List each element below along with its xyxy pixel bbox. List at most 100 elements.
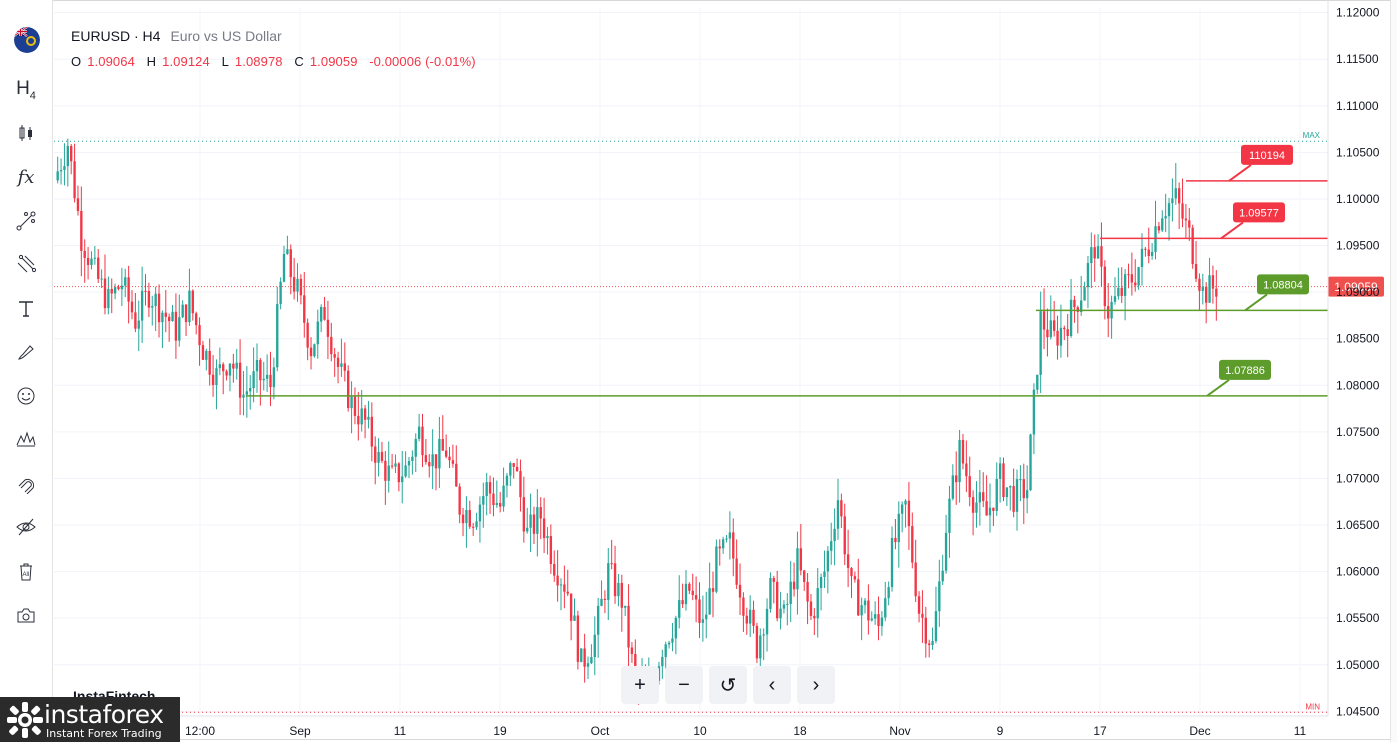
candle-body xyxy=(566,591,569,594)
zoom-in-button[interactable]: + xyxy=(621,666,659,704)
candle-body xyxy=(715,546,718,592)
candle-body xyxy=(441,439,444,451)
level-pointer xyxy=(1244,293,1268,312)
candle-body xyxy=(1198,278,1201,291)
candle-body xyxy=(907,500,911,527)
candle-body xyxy=(1127,274,1130,276)
candle-body xyxy=(238,362,242,398)
candle-body xyxy=(330,336,333,355)
candle-body xyxy=(1157,226,1161,231)
scroll-back-button[interactable]: ‹ xyxy=(753,666,791,704)
candle-body xyxy=(678,600,681,618)
price-tick-label: 1.10500 xyxy=(1336,145,1380,159)
fib-icon[interactable] xyxy=(10,248,42,280)
candle-body xyxy=(840,500,843,517)
candle-body xyxy=(384,460,387,481)
candle-body xyxy=(367,416,370,420)
candle-body xyxy=(353,396,357,416)
candle-body xyxy=(80,210,83,251)
scroll-forward-button[interactable]: › xyxy=(797,666,835,704)
candle-body xyxy=(603,598,607,600)
candle-body xyxy=(428,462,431,467)
candle-body xyxy=(188,290,191,323)
patterns-icon[interactable] xyxy=(10,423,42,455)
candle-body xyxy=(1107,306,1110,319)
candle-body xyxy=(961,439,965,464)
trendline-icon[interactable] xyxy=(10,205,42,237)
candle-body xyxy=(786,603,789,605)
candle-body xyxy=(482,496,485,505)
candle-body xyxy=(1147,249,1150,256)
brush-icon[interactable] xyxy=(10,336,42,368)
candles xyxy=(56,138,1218,705)
symbol-description: Euro vs US Dollar xyxy=(170,28,282,44)
candle-body xyxy=(326,319,330,337)
price-tick-label: 1.06500 xyxy=(1336,518,1380,532)
candle-body xyxy=(586,663,590,667)
levels: 1.09059 110194 1.09577 1.08804 1.07886 xyxy=(54,144,1384,397)
candle-body xyxy=(502,485,505,507)
candle-body xyxy=(748,609,752,624)
candle-body xyxy=(458,486,461,515)
grid: MAX MIN xyxy=(54,8,1328,716)
right-scroll-strip xyxy=(1390,0,1397,742)
symbol-name[interactable]: EURUSD · H4 xyxy=(71,28,161,44)
snapshot-icon[interactable] xyxy=(10,599,42,631)
candle-body xyxy=(306,322,309,348)
zoom-out-button[interactable]: − xyxy=(665,666,703,704)
candle-body xyxy=(1083,287,1086,301)
candle-body xyxy=(110,288,113,294)
candle-body xyxy=(336,357,340,367)
candle-body xyxy=(1211,275,1215,289)
text-icon[interactable] xyxy=(10,292,42,324)
candle-body xyxy=(292,277,296,292)
price-tick-label: 1.10000 xyxy=(1336,192,1380,206)
candle-body xyxy=(596,605,600,635)
hide-icon[interactable] xyxy=(10,511,42,543)
last-price-tag xyxy=(1328,276,1384,297)
candle-body xyxy=(195,313,198,326)
candle-body xyxy=(549,536,553,564)
candle-body xyxy=(1080,300,1083,312)
candle-body xyxy=(752,609,755,626)
candle-body xyxy=(921,613,924,618)
candle-body xyxy=(276,304,279,368)
candle-body xyxy=(742,597,745,616)
candle-body xyxy=(951,475,955,499)
candle-body xyxy=(1063,327,1066,330)
interval-icon[interactable]: H4 xyxy=(16,78,36,102)
emoji-icon[interactable] xyxy=(10,380,42,412)
indicators-icon[interactable]: fx xyxy=(17,166,35,188)
candle-body xyxy=(333,354,336,358)
candle-body xyxy=(1032,389,1036,435)
candle-body xyxy=(779,608,782,619)
candle-body xyxy=(732,532,735,559)
flag-icon[interactable] xyxy=(14,27,40,53)
candle-body xyxy=(198,325,201,346)
candle-body xyxy=(553,563,556,576)
candle-body xyxy=(1049,320,1052,338)
candle-body xyxy=(728,532,732,539)
candle-body xyxy=(478,504,482,522)
candle-body xyxy=(843,516,846,555)
candle-body xyxy=(201,345,205,360)
candle-body xyxy=(134,312,137,329)
candle-body xyxy=(228,363,232,376)
candle-body xyxy=(1208,275,1211,303)
level-label-box xyxy=(1233,202,1285,223)
ohlc-values: O 1.09064 H 1.09124 L 1.08978 C 1.09059 -0.0… xyxy=(71,54,484,69)
delete-all-icon[interactable]: All xyxy=(10,555,42,587)
low-value: 1.08978 xyxy=(234,54,283,69)
candles-icon[interactable] xyxy=(10,117,42,149)
reset-view-button[interactable]: ↺ xyxy=(709,666,747,704)
candle-body xyxy=(711,588,715,592)
candle-body xyxy=(289,249,292,278)
candle-body xyxy=(1069,299,1073,337)
candle-body xyxy=(887,587,890,599)
price-tick-label: 1.08500 xyxy=(1336,332,1380,346)
candle-body xyxy=(184,304,188,323)
candle-body xyxy=(461,514,465,524)
magnet-icon[interactable] xyxy=(10,467,42,499)
candle-body xyxy=(988,507,992,516)
